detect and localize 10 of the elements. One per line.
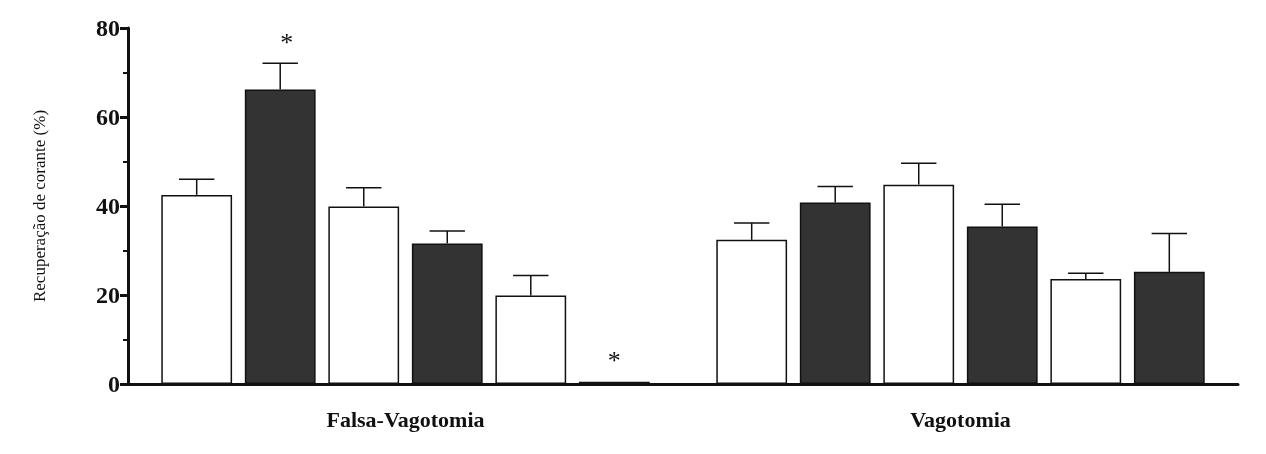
y-tick-label: 60: [96, 104, 120, 130]
x-tick-label: Falsa-Vagotomia: [326, 406, 485, 432]
x-tick-label: Vagotomia: [910, 406, 1011, 432]
y-tick-label: 20: [96, 282, 120, 308]
y-axis-title: Recuperação de corante (%): [30, 109, 49, 303]
y-tick-label: 0: [108, 371, 120, 397]
data-label: *: [280, 27, 294, 57]
y-tick-label: 40: [96, 193, 120, 219]
y-tick-label: 80: [96, 15, 120, 41]
data-label: *: [607, 346, 621, 376]
